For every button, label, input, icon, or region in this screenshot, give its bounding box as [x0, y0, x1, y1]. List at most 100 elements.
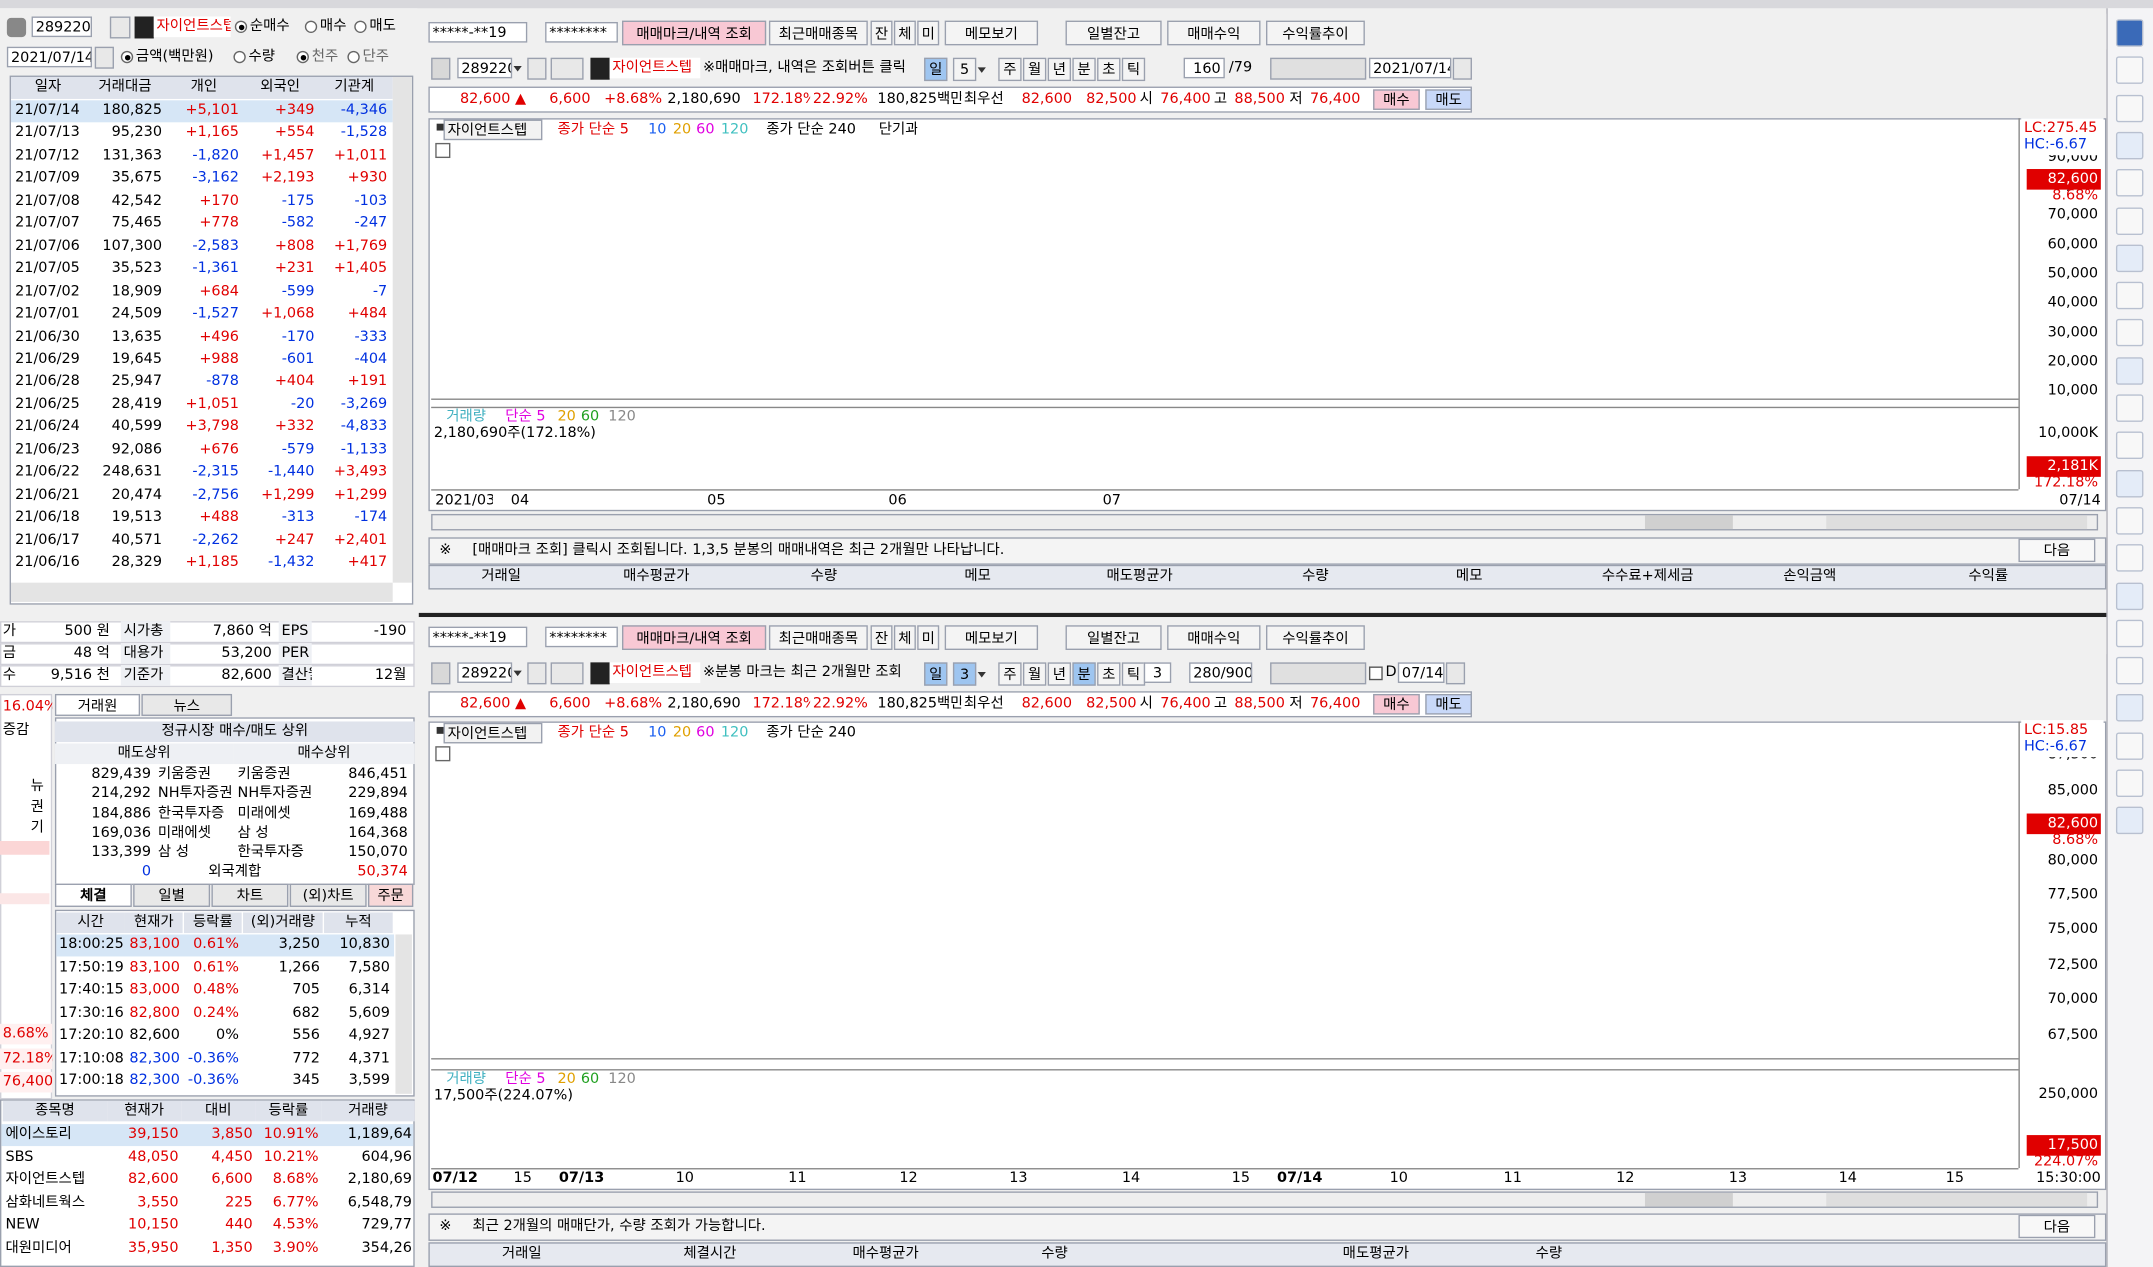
- toolbar-button[interactable]: 메모보기: [944, 20, 1039, 46]
- toolbar-icon[interactable]: [2115, 131, 2144, 160]
- date-input[interactable]: 07/14: [1397, 662, 1445, 683]
- period-button[interactable]: 3: [952, 662, 977, 686]
- toolbar-button[interactable]: 매매수익: [1167, 625, 1261, 650]
- order-button[interactable]: 매수: [1373, 89, 1420, 110]
- next-button[interactable]: 다음: [2018, 538, 2096, 563]
- radio[interactable]: [233, 50, 246, 64]
- period-button[interactable]: 5: [952, 57, 977, 82]
- toolbar-button[interactable]: 잔: [870, 20, 893, 46]
- tab[interactable]: 거래원: [54, 693, 141, 716]
- toolbar-button[interactable]: 미: [917, 625, 940, 650]
- period-button[interactable]: 틱: [1121, 57, 1146, 82]
- sound-button[interactable]: [550, 57, 584, 80]
- toolbar-button[interactable]: 최근매매종목: [768, 20, 868, 46]
- toolbar-icon[interactable]: [2115, 356, 2144, 385]
- period-button[interactable]: 분: [1072, 662, 1096, 686]
- toolbar-icon[interactable]: [2115, 469, 2144, 497]
- tab[interactable]: 뉴스: [141, 693, 233, 716]
- date-input[interactable]: 2021/07/14: [1368, 57, 1452, 79]
- account-input[interactable]: *****-**19: [428, 21, 528, 43]
- toolbar-icon[interactable]: [2115, 656, 2144, 685]
- count-field[interactable]: 280/900: [1189, 662, 1253, 683]
- toolbar-button[interactable]: 매매수익: [1167, 20, 1261, 46]
- calendar-button[interactable]: [1452, 57, 1472, 80]
- toolbar-button[interactable]: 체: [893, 20, 916, 46]
- scroll-controls[interactable]: [1644, 1192, 1733, 1207]
- toolbar-icon[interactable]: [2115, 544, 2144, 572]
- toolbar-icon[interactable]: [2115, 619, 2144, 647]
- tab[interactable]: 주문: [367, 883, 414, 907]
- search-button[interactable]: [109, 16, 131, 39]
- order-button[interactable]: 매수: [1373, 693, 1420, 715]
- stock-code[interactable]: 289220: [457, 662, 513, 683]
- stock-code[interactable]: 289220: [457, 57, 513, 79]
- toolbar-button[interactable]: 메모보기: [944, 625, 1039, 650]
- toolbar-button[interactable]: 수익률추이: [1265, 625, 1365, 650]
- toolbar-icon[interactable]: [2115, 319, 2144, 347]
- sound-button[interactable]: [550, 662, 584, 685]
- toolbar-icon[interactable]: [2115, 581, 2144, 610]
- period-button[interactable]: 월: [1022, 57, 1047, 82]
- date-input[interactable]: 2021/07/14: [6, 46, 92, 68]
- toolbar-button[interactable]: 미: [917, 20, 940, 46]
- radio[interactable]: [304, 20, 318, 33]
- account-input[interactable]: *****-**19: [428, 626, 528, 648]
- grid-toggle[interactable]: [435, 746, 451, 762]
- period-button[interactable]: 일: [924, 57, 948, 82]
- period-button[interactable]: 년: [1047, 662, 1072, 686]
- toolbar-icon[interactable]: [2115, 394, 2144, 422]
- stock-code[interactable]: 289220: [31, 16, 92, 38]
- order-button[interactable]: 매도: [1425, 693, 1472, 715]
- toolbar-icon[interactable]: [2115, 19, 2144, 47]
- radio[interactable]: [354, 20, 367, 33]
- password-input[interactable]: ********: [545, 21, 618, 43]
- toolbar-button[interactable]: 잔: [870, 625, 893, 650]
- chart-icon[interactable]: [431, 57, 451, 80]
- period-button[interactable]: 초: [1097, 662, 1121, 686]
- settings-icon[interactable]: [6, 17, 27, 38]
- toolbar-button[interactable]: 일별잔고: [1065, 20, 1162, 46]
- zoom-controls[interactable]: [1826, 1192, 2088, 1207]
- tab[interactable]: 차트: [211, 883, 289, 907]
- period-button[interactable]: 틱: [1121, 662, 1146, 686]
- count-field[interactable]: 160: [1183, 57, 1225, 79]
- period-button[interactable]: 초: [1097, 57, 1121, 82]
- toolbar-icon[interactable]: [2115, 169, 2144, 197]
- toolbar-icon[interactable]: [2115, 431, 2144, 460]
- period-button[interactable]: 월: [1022, 662, 1047, 686]
- period-button[interactable]: 주: [998, 662, 1022, 686]
- toolbar-icon[interactable]: [2115, 506, 2144, 535]
- toolbar-button[interactable]: 최근매매종목: [768, 625, 868, 650]
- period-button[interactable]: 년: [1047, 57, 1072, 82]
- toolbar-icon[interactable]: [2115, 732, 2144, 760]
- toolbar-button[interactable]: 체: [893, 625, 916, 650]
- period-button[interactable]: 분: [1072, 57, 1096, 82]
- toolbar-button[interactable]: 매매마크/내역 조회: [622, 20, 767, 46]
- toolbar-icon[interactable]: [2115, 244, 2144, 272]
- order-button[interactable]: 매도: [1425, 89, 1472, 110]
- period-button[interactable]: 주: [998, 57, 1022, 82]
- toolbar-icon[interactable]: [2115, 56, 2144, 85]
- password-input[interactable]: ********: [545, 626, 618, 648]
- toolbar-button[interactable]: 일별잔고: [1065, 625, 1162, 650]
- toolbar-button[interactable]: 매매마크/내역 조회: [622, 625, 767, 650]
- tab[interactable]: (외)차트: [289, 883, 367, 907]
- toolbar-icon[interactable]: [2115, 807, 2144, 835]
- tab[interactable]: 일별: [133, 883, 211, 907]
- calendar-button[interactable]: [94, 46, 114, 69]
- checkbox[interactable]: [1368, 666, 1383, 681]
- search-button[interactable]: [527, 57, 547, 80]
- zoom-controls[interactable]: [1826, 515, 2088, 530]
- toolbar-icon[interactable]: [2115, 206, 2144, 235]
- radio[interactable]: [347, 50, 360, 64]
- toolbar-icon[interactable]: [2115, 694, 2144, 722]
- toolbar-icon[interactable]: [2115, 769, 2144, 798]
- scroll-controls[interactable]: [1644, 515, 1733, 530]
- calendar-button[interactable]: [1445, 662, 1466, 685]
- period-button[interactable]: 일: [924, 662, 948, 686]
- toolbar-icon[interactable]: [2115, 94, 2144, 122]
- chart-icon[interactable]: [431, 662, 451, 685]
- tab[interactable]: 체결: [54, 883, 132, 907]
- search-button[interactable]: [527, 662, 547, 685]
- next-button[interactable]: 다음: [2018, 1214, 2096, 1239]
